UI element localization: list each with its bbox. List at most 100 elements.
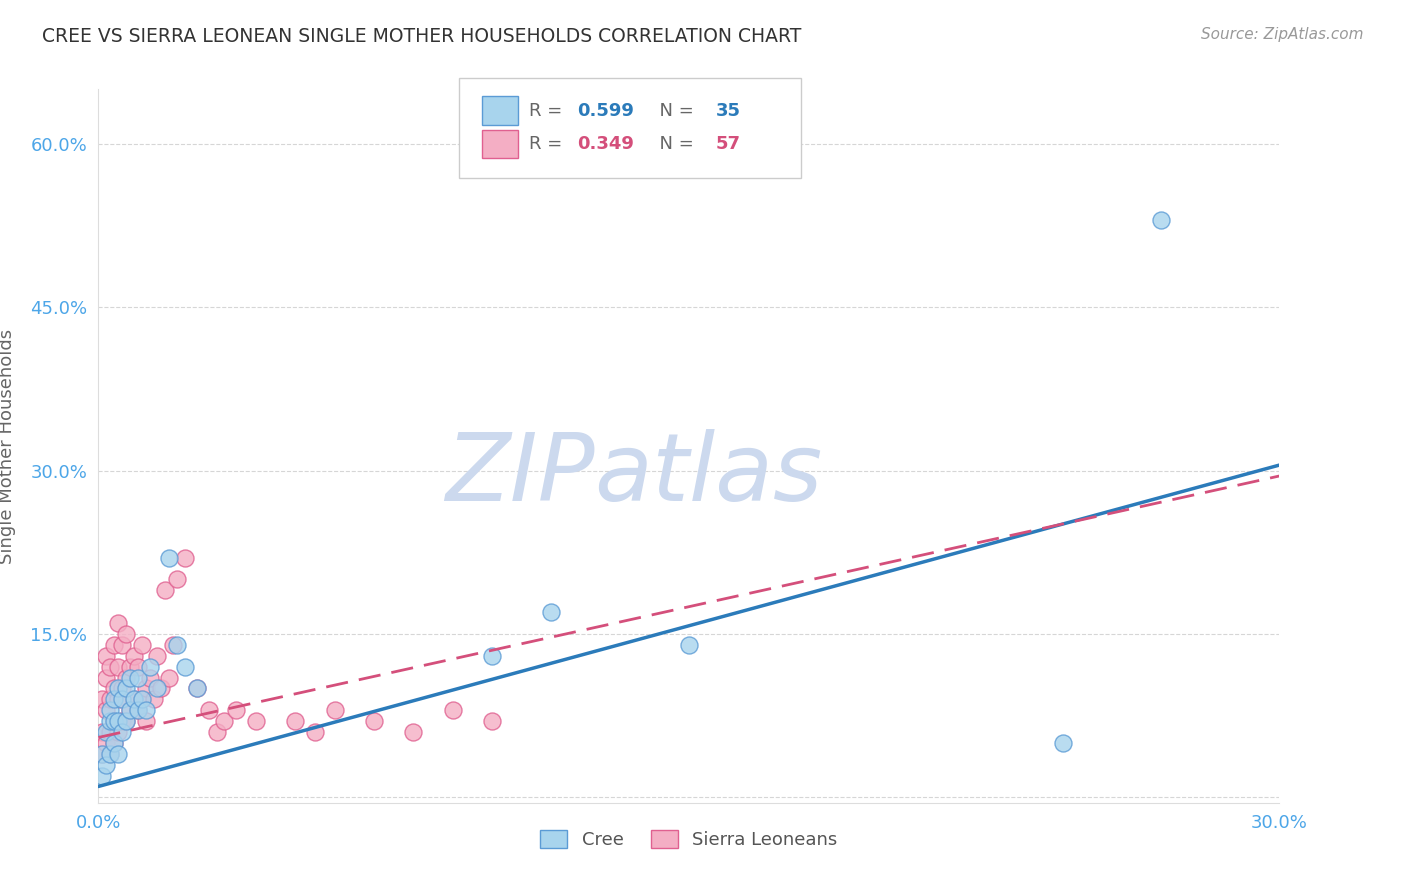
Point xyxy=(205,725,228,739)
Point xyxy=(162,638,184,652)
Text: N =: N = xyxy=(648,102,699,120)
Point xyxy=(107,747,129,761)
Point xyxy=(155,583,177,598)
Point xyxy=(146,648,169,663)
Point xyxy=(98,747,121,761)
Point xyxy=(115,627,138,641)
Point xyxy=(111,681,134,696)
Point xyxy=(481,648,503,663)
Text: N =: N = xyxy=(648,136,699,153)
Point xyxy=(115,714,138,728)
Point xyxy=(103,692,125,706)
Point xyxy=(166,638,188,652)
Point xyxy=(138,659,160,673)
Text: 0.349: 0.349 xyxy=(576,136,634,153)
Point xyxy=(103,736,125,750)
Point xyxy=(98,725,121,739)
Point xyxy=(107,714,129,728)
Point xyxy=(107,725,129,739)
FancyBboxPatch shape xyxy=(482,96,517,125)
Point xyxy=(174,550,197,565)
Point xyxy=(402,725,425,739)
Point xyxy=(118,659,141,673)
Point xyxy=(166,573,188,587)
Point xyxy=(96,725,118,739)
Point xyxy=(118,703,141,717)
Point xyxy=(1052,736,1074,750)
Point xyxy=(118,703,141,717)
Point xyxy=(481,714,503,728)
Point xyxy=(111,714,134,728)
Legend: Cree, Sierra Leoneans: Cree, Sierra Leoneans xyxy=(531,821,846,858)
Text: Source: ZipAtlas.com: Source: ZipAtlas.com xyxy=(1201,27,1364,42)
Point xyxy=(98,747,121,761)
Point xyxy=(91,725,114,739)
Point xyxy=(98,692,121,706)
Point xyxy=(678,638,700,652)
Point xyxy=(323,703,346,717)
Point xyxy=(91,768,114,782)
Point xyxy=(304,725,326,739)
Point xyxy=(150,681,173,696)
Point xyxy=(91,747,114,761)
Point xyxy=(118,671,141,685)
Point xyxy=(91,692,114,706)
Point xyxy=(186,681,208,696)
Point xyxy=(127,671,149,685)
Point xyxy=(131,692,153,706)
Point xyxy=(142,692,165,706)
Point xyxy=(122,648,145,663)
Point xyxy=(103,714,125,728)
Text: 0.599: 0.599 xyxy=(576,102,634,120)
Point xyxy=(174,659,197,673)
Point xyxy=(96,648,118,663)
Text: CREE VS SIERRA LEONEAN SINGLE MOTHER HOUSEHOLDS CORRELATION CHART: CREE VS SIERRA LEONEAN SINGLE MOTHER HOU… xyxy=(42,27,801,45)
FancyBboxPatch shape xyxy=(482,130,517,159)
Point xyxy=(115,681,138,696)
Point xyxy=(127,659,149,673)
Point xyxy=(186,681,208,696)
Point xyxy=(96,671,118,685)
Point xyxy=(135,703,157,717)
Point xyxy=(127,703,149,717)
Point xyxy=(103,681,125,696)
Point xyxy=(96,736,118,750)
Point xyxy=(225,703,247,717)
Point xyxy=(107,659,129,673)
Point xyxy=(103,736,125,750)
Text: ZIP: ZIP xyxy=(444,429,595,520)
Point xyxy=(135,714,157,728)
Point xyxy=(127,703,149,717)
Point xyxy=(103,714,125,728)
Point xyxy=(107,681,129,696)
Point xyxy=(96,757,118,772)
Point xyxy=(103,638,125,652)
Point xyxy=(245,714,267,728)
Point xyxy=(107,615,129,630)
Point xyxy=(214,714,236,728)
Text: atlas: atlas xyxy=(595,429,823,520)
Point xyxy=(1150,213,1173,227)
Point xyxy=(115,671,138,685)
Point xyxy=(540,605,562,619)
Point xyxy=(96,703,118,717)
Point xyxy=(157,671,180,685)
Point xyxy=(135,681,157,696)
Text: R =: R = xyxy=(530,136,568,153)
Point xyxy=(122,692,145,706)
Point xyxy=(107,692,129,706)
Point xyxy=(157,550,180,565)
Point xyxy=(111,725,134,739)
Point xyxy=(111,638,134,652)
Point xyxy=(98,714,121,728)
Point xyxy=(146,681,169,696)
Point xyxy=(363,714,385,728)
FancyBboxPatch shape xyxy=(458,78,801,178)
Point xyxy=(91,747,114,761)
Point xyxy=(131,638,153,652)
Point xyxy=(138,671,160,685)
Point xyxy=(115,714,138,728)
Point xyxy=(98,703,121,717)
Point xyxy=(284,714,307,728)
Point xyxy=(441,703,464,717)
